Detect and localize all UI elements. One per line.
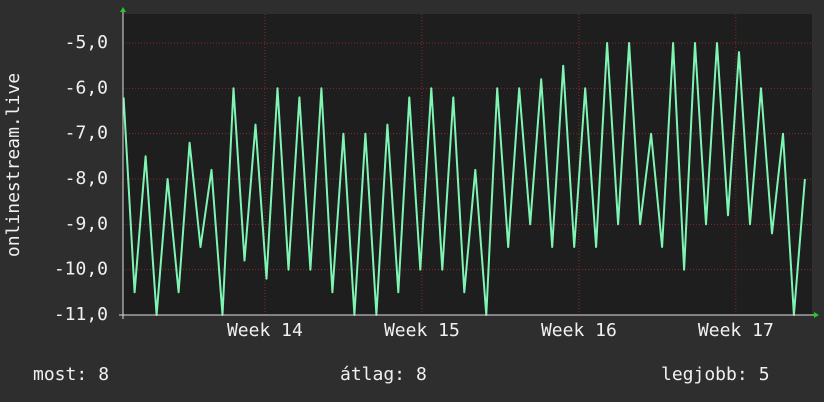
stat-label: átlag: xyxy=(340,364,405,385)
stat-value: 8 xyxy=(98,364,109,385)
stat-value: 8 xyxy=(416,364,427,385)
stat-label: most: xyxy=(33,364,87,385)
y-tick-label: -6,0 xyxy=(65,77,108,98)
stat: most: 8 xyxy=(33,364,109,385)
y-tick-label: -5,0 xyxy=(65,32,108,53)
y-tick-label: -7,0 xyxy=(65,123,108,144)
y-tick-label: -8,0 xyxy=(65,168,108,189)
stat: legjobb: 5 xyxy=(661,364,770,385)
y-tick-label: -10,0 xyxy=(54,259,108,280)
series-line xyxy=(122,42,806,316)
y-tick-label: -9,0 xyxy=(65,213,108,234)
x-tick-label: Week 17 xyxy=(698,320,774,341)
x-tick-label: Week 14 xyxy=(227,320,303,341)
stat-value: 5 xyxy=(759,364,770,385)
y-axis-label: onlinestream.live xyxy=(3,73,24,257)
axis-arrow xyxy=(814,312,819,318)
x-tick-label: Week 16 xyxy=(541,320,617,341)
axis-arrow xyxy=(120,7,126,12)
stat-label: legjobb: xyxy=(661,364,748,385)
marks xyxy=(122,42,806,316)
y-tick-label: -11,0 xyxy=(54,304,108,325)
stat: átlag: 8 xyxy=(340,364,427,385)
x-tick-label: Week 15 xyxy=(384,320,460,341)
